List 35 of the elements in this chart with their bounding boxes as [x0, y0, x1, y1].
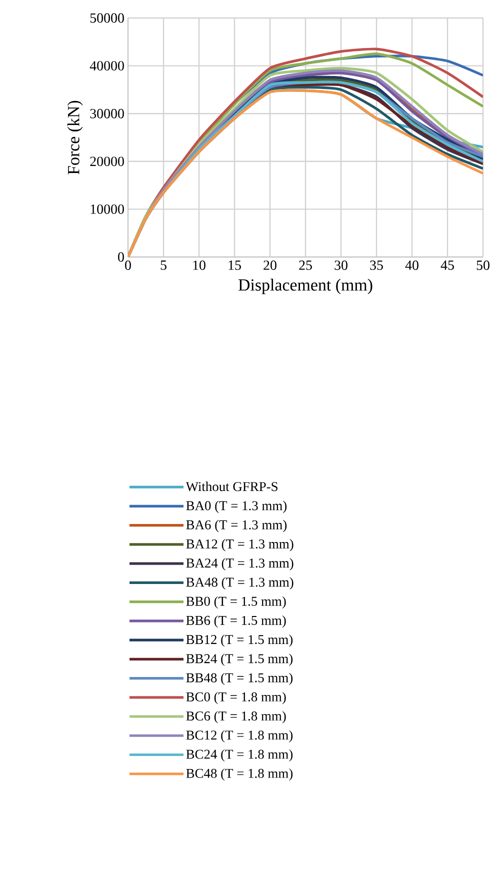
legend-label: BB6 (T = 1.5 mm) [186, 616, 286, 628]
legend-label: BC6 (T = 1.8 mm) [186, 711, 286, 724]
y-tick-label: 20000 [90, 156, 124, 166]
y-axis-title: Force (kN) [67, 100, 83, 174]
y-tick-label: 30000 [90, 108, 124, 118]
legend-label: BA6 (T = 1.3 mm) [186, 520, 287, 532]
legend-label: BB48 (T = 1.5 mm) [186, 672, 293, 686]
legend-label: BB0 (T = 1.5 mm) [186, 596, 286, 609]
x-tick-label: 40 [405, 260, 418, 270]
x-tick-label: 20 [264, 260, 276, 270]
x-tick-label: 15 [228, 260, 241, 270]
x-tick-label: 45 [440, 260, 454, 270]
legend-label: BB24 (T = 1.5 mm) [186, 654, 293, 666]
y-tick-label: 40000 [90, 61, 124, 71]
legend-label: BC12 (T = 1.8 mm) [186, 730, 293, 742]
y-tick-label: 50000 [90, 13, 124, 23]
x-tick-label: 35 [370, 260, 383, 270]
x-tick-label: 50 [476, 260, 490, 270]
legend-label: BC24 (T = 1.8 mm) [186, 749, 293, 762]
legend-label: BC0 (T = 1.8 mm) [186, 692, 286, 704]
x-tick-label: 5 [160, 260, 166, 270]
legend-label: Without GFRP-S [186, 482, 278, 492]
legend-label: BB12 (T = 1.5 mm) [186, 634, 293, 647]
y-tick-label: 10000 [90, 204, 124, 214]
legend-label: BA24 (T = 1.3 mm) [186, 558, 294, 570]
legend-label: BA12 (T = 1.3 mm) [186, 539, 294, 552]
legend-label: BA48 (T = 1.3 mm) [186, 577, 294, 590]
x-tick-label: 10 [193, 260, 206, 270]
y-tick-label: 0 [118, 252, 124, 262]
x-tick-label: 25 [299, 260, 312, 270]
legend-label: BA0 (T = 1.3 mm) [186, 500, 287, 513]
legend-label: BC48 (T = 1.8 mm) [186, 768, 293, 781]
x-axis-title: Displacement (mm) [238, 278, 372, 294]
x-tick-label: 30 [334, 260, 348, 270]
x-tick-label: 0 [125, 260, 131, 270]
